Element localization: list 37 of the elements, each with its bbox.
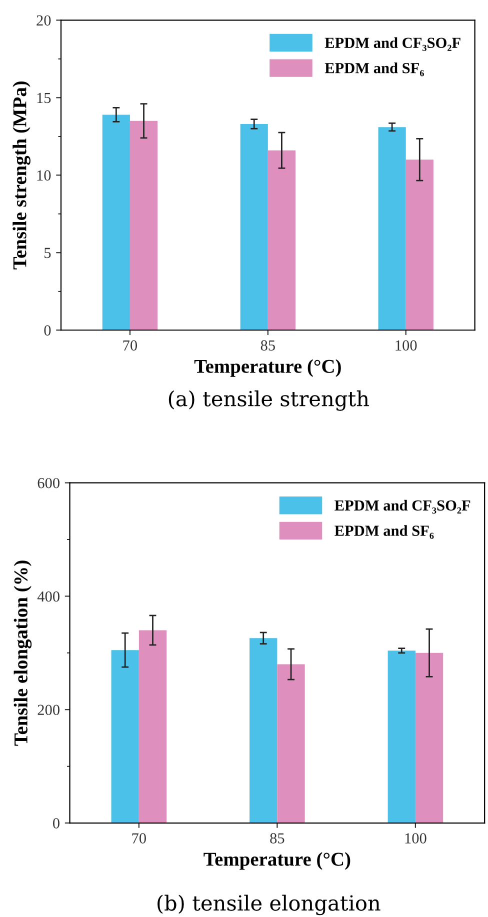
y-tick-label: 20 bbox=[36, 15, 51, 26]
bar bbox=[388, 650, 416, 824]
y-axis-title: Tensile strength (MPa) bbox=[12, 81, 30, 270]
bar bbox=[111, 650, 139, 824]
y-tick-label: 15 bbox=[37, 92, 51, 104]
y-tick-label: 0 bbox=[44, 325, 51, 336]
x-tick-label: 85 bbox=[260, 340, 275, 351]
legend-label: EPDM and SF₆ bbox=[334, 525, 434, 539]
x-tick-label: 100 bbox=[405, 833, 426, 844]
legend-label: EPDM and SF₆ bbox=[324, 62, 424, 76]
legend-label: EPDM and CF₃SO₂F bbox=[324, 37, 460, 51]
x-tick-label: 70 bbox=[132, 833, 146, 844]
text: (b) tensile elongation bbox=[158, 894, 380, 916]
y-tick-label: 600 bbox=[38, 478, 60, 488]
bar bbox=[268, 150, 296, 330]
x-tick-label: 100 bbox=[396, 340, 417, 351]
x-tick-label: 70 bbox=[123, 340, 138, 351]
text: (a) tensile strength bbox=[168, 390, 369, 411]
x-tick-label: 85 bbox=[270, 833, 284, 844]
y-tick-label: 200 bbox=[38, 704, 60, 716]
y-tick-label: 400 bbox=[37, 591, 60, 602]
bar bbox=[102, 114, 130, 330]
x-axis-title: Temperature (°C) bbox=[204, 852, 350, 870]
y-tick-label: 10 bbox=[37, 170, 51, 181]
y-tick-label: 5 bbox=[44, 248, 51, 258]
legend-label: EPDM and CF₃SO₂F bbox=[334, 500, 470, 514]
bar bbox=[138, 630, 167, 824]
bar bbox=[378, 127, 406, 330]
bar bbox=[130, 120, 158, 330]
bar bbox=[277, 664, 305, 824]
y-tick-label: 0 bbox=[53, 818, 60, 828]
bar bbox=[415, 652, 444, 824]
bar bbox=[406, 160, 434, 330]
bar bbox=[250, 638, 278, 824]
bar bbox=[240, 124, 268, 330]
x-axis-title: Temperature (°C) bbox=[194, 359, 341, 377]
y-axis-title: Tensile elongation (%) bbox=[14, 560, 32, 746]
